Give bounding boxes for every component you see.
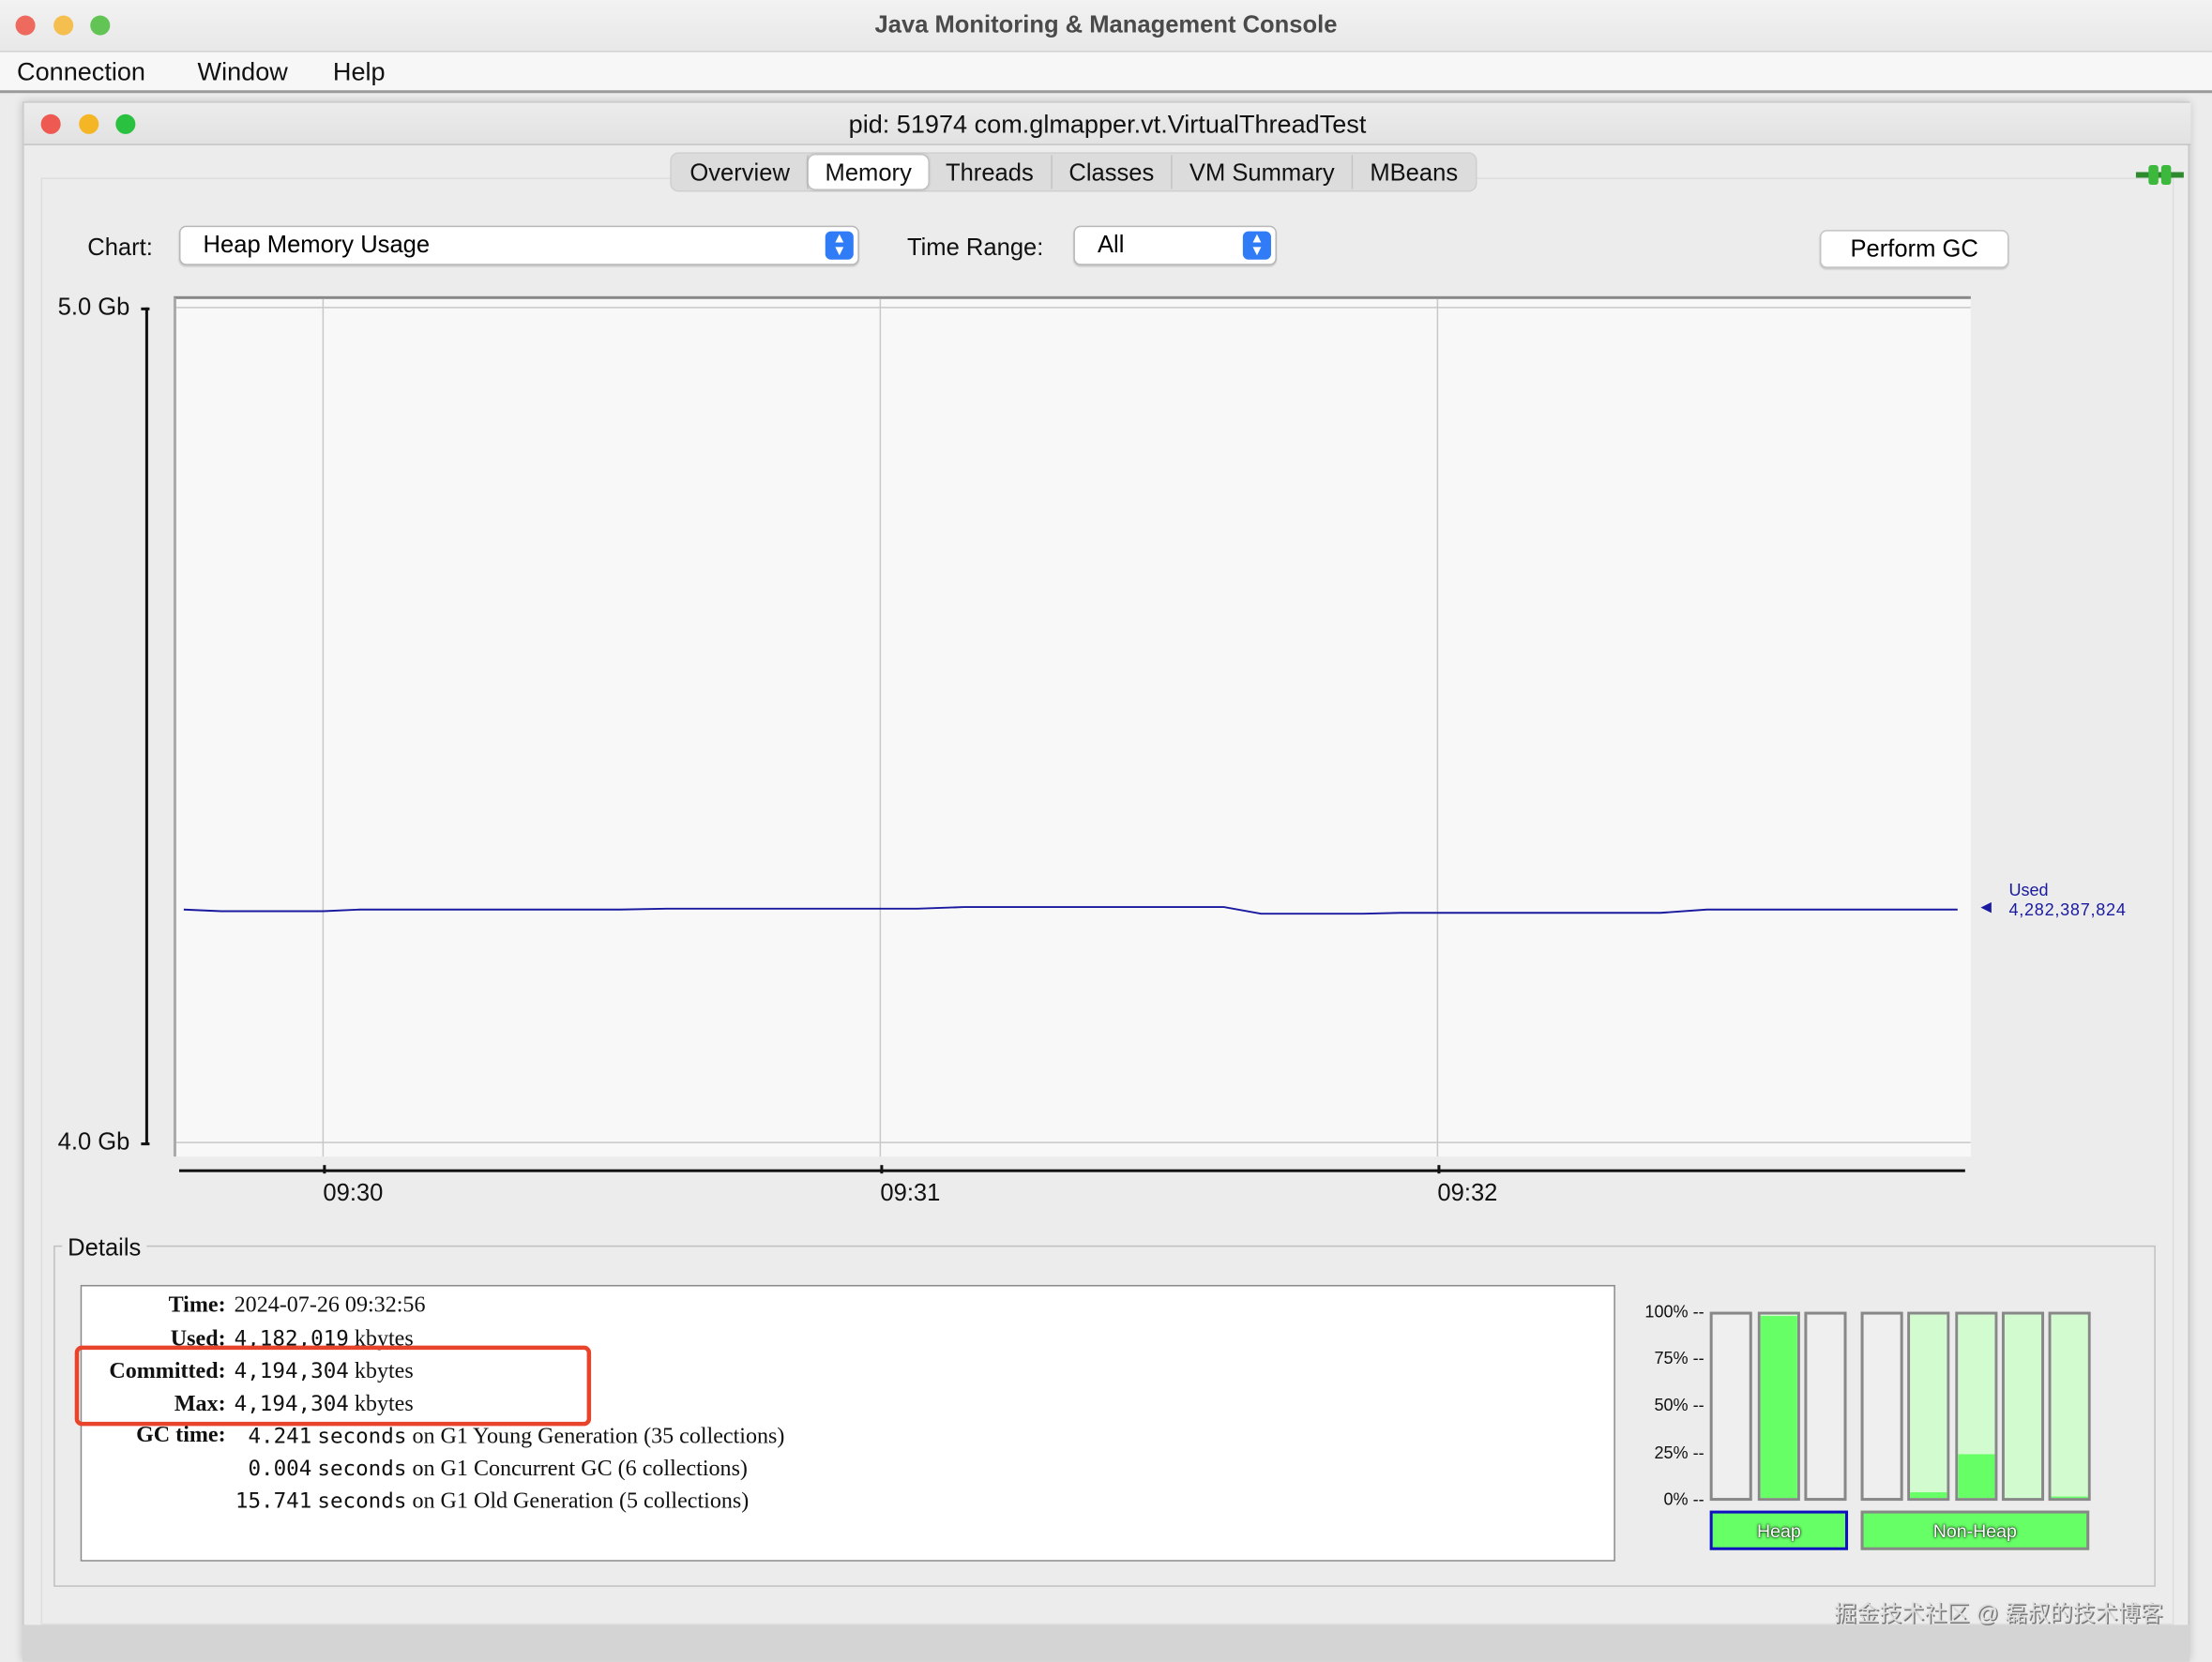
zoom-window-button[interactable] [90,15,111,36]
tab-threads[interactable]: Threads [929,155,1053,189]
tab-bar: Overview Memory Threads Classes VM Summa… [670,152,1478,192]
time-range-label: Time Range: [906,234,1044,262]
tab-mbeans[interactable]: MBeans [1370,159,1459,187]
details-legend: Details [62,1233,147,1262]
x-tick-label: 09:30 [323,1179,384,1206]
used-fill [1760,1316,1797,1499]
y-tick [141,1142,150,1146]
x-tick [880,1165,884,1174]
menu-bar: Connection Window Help [0,52,2212,94]
non-heap-pool-bar[interactable] [2048,1311,2091,1502]
x-tick-label: 09:31 [880,1179,941,1206]
committed-fill [2051,1314,2088,1499]
current-series-name: Used [2008,880,2049,900]
used-fill [1957,1454,1994,1499]
chart-select[interactable]: Heap Memory Usage ▲ ▼ [178,225,859,265]
connection-title-bar: pid: 51974 com.glmapper.vt.VirtualThread… [23,102,2191,145]
committed-fill [1910,1314,1947,1499]
pool-axis-tick: 50% -- [1654,1395,1704,1415]
watermark: 掘金技术社区 @ 磊叔的技术博客 [1833,1602,2163,1626]
chart-label: Chart: [87,234,153,262]
x-tick [323,1165,326,1174]
pool-axis-tick: 0% -- [1663,1488,1704,1509]
used-fill [1910,1492,1947,1499]
y-tick-label-max: 5.0 Gb [57,293,130,321]
series-line-used [183,906,1958,915]
heap-pool-button[interactable]: Heap [1709,1510,1849,1550]
menu-help[interactable]: Help [332,57,386,86]
detail-time: Time: 2024-07-26 09:32:56 [168,1293,426,1318]
non-heap-pool-bar[interactable] [1907,1311,1950,1502]
non-heap-pool-button[interactable]: Non-Heap [1860,1510,2090,1550]
tab-classes[interactable]: Classes [1052,155,1173,189]
connection-status-icon [2135,164,2184,186]
committed-fill [2004,1314,2041,1499]
chart-select-value: Heap Memory Usage [203,231,431,259]
y-axis-line [144,307,148,1144]
current-marker-icon: ◀ [1980,899,1992,915]
pool-axis-tick: 25% -- [1654,1442,1704,1462]
x-tick [1437,1165,1441,1174]
plot-area [173,295,1971,1157]
tab-vm-summary[interactable]: VM Summary [1173,155,1354,189]
chevron-up-down-icon: ▲ ▼ [825,231,854,260]
pool-axis-tick: 75% -- [1654,1348,1704,1368]
non-heap-pool-bar[interactable] [2001,1311,2044,1502]
y-tick-label-min: 4.0 Gb [57,1128,130,1156]
x-tick-label: 09:32 [1437,1179,1498,1206]
tab-memory[interactable]: Memory [808,155,929,189]
details-text-area: Time: 2024-07-26 09:32:56 Used: 4,182,019 … [80,1284,1615,1562]
perform-gc-button[interactable]: Perform GC [1819,230,2009,268]
tab-overview[interactable]: Overview [673,155,809,189]
menu-window[interactable]: Window [197,57,288,86]
heap-pool-bar[interactable] [1709,1311,1752,1502]
time-range-value: All [1097,231,1125,259]
chevron-up-down-icon: ▲ ▼ [1242,231,1271,260]
pool-axis-tick: 100% -- [1644,1302,1704,1322]
gc-row: 0.004 seconds on G1 Concurrent GC (6 col… [248,1455,748,1482]
app-title-bar: Java Monitoring & Management Console [0,0,2212,53]
app-title: Java Monitoring & Management Console [874,11,1338,38]
minimize-window-button[interactable] [79,113,99,134]
gc-row: 15.741 seconds on G1 Old Generation (5 c… [235,1488,750,1514]
zoom-window-button[interactable] [115,113,136,134]
close-window-button[interactable] [40,113,61,134]
x-axis-line [178,1169,1965,1172]
used-fill [2051,1496,2088,1499]
detail-committed: Committed: 4,194,304 kbytes [109,1358,414,1384]
current-series-value: 4,282,387,824 [2008,899,2127,920]
non-heap-pool-bar[interactable] [1954,1311,1997,1502]
detail-max: Max: 4,194,304 kbytes [174,1390,414,1416]
details-group [53,1245,2156,1587]
time-range-select[interactable]: All ▲ ▼ [1073,225,1277,265]
detail-gc-time: GC time: [136,1423,226,1447]
status-strip [23,1624,2189,1662]
connection-title: pid: 51974 com.glmapper.vt.VirtualThread… [848,110,1367,139]
heap-pool-bar[interactable] [1804,1311,1847,1502]
minimize-window-button[interactable] [53,15,74,36]
menu-connection[interactable]: Connection [17,57,146,86]
gc-row: 4.241 seconds on G1 Young Generation (35… [248,1423,785,1449]
heap-pool-bar[interactable] [1757,1311,1800,1502]
highlight-box [74,1345,592,1427]
close-window-button[interactable] [15,15,36,36]
y-tick [141,307,150,310]
non-heap-pool-bar[interactable] [1860,1311,1903,1502]
